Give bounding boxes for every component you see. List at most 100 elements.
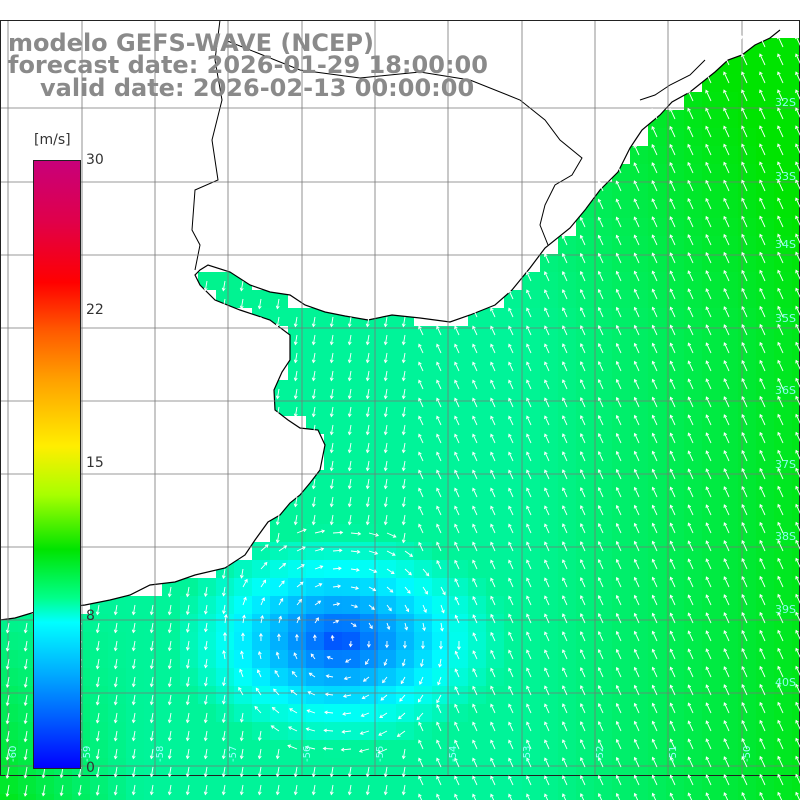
wind-arrow bbox=[777, 35, 784, 48]
wind-arrow-head bbox=[544, 451, 548, 456]
wind-arrow-head bbox=[149, 629, 154, 634]
wind-arrow bbox=[598, 379, 604, 390]
wind-cell bbox=[792, 506, 800, 524]
wind-arrow bbox=[795, 288, 800, 298]
wind-arrow bbox=[508, 398, 514, 408]
wind-arrow bbox=[314, 617, 319, 624]
wind-arrow-head bbox=[329, 521, 334, 526]
wind-arrow bbox=[616, 217, 622, 228]
wind-arrow-head bbox=[256, 669, 261, 674]
wind-arrow-head bbox=[95, 755, 100, 760]
wind-arrow bbox=[705, 486, 712, 498]
wind-arrow bbox=[652, 721, 658, 732]
wind-arrow bbox=[777, 270, 784, 282]
wind-arrow-head bbox=[777, 665, 781, 670]
wind-arrow-head bbox=[418, 415, 422, 420]
wind-arrow-head bbox=[392, 534, 397, 538]
wind-arrow bbox=[454, 380, 460, 390]
wind-arrow bbox=[350, 550, 360, 553]
wind-arrow bbox=[777, 414, 784, 426]
wind-arrow bbox=[348, 460, 352, 471]
wind-arrow bbox=[562, 667, 568, 678]
wind-arrow bbox=[670, 757, 676, 768]
wind-arrow bbox=[398, 712, 406, 720]
wind-cell bbox=[612, 794, 630, 800]
wind-arrow bbox=[670, 361, 676, 372]
wind-arrow bbox=[723, 71, 730, 84]
wind-arrow-head bbox=[544, 289, 548, 294]
wind-arrow bbox=[330, 370, 334, 381]
wind-arrow-head bbox=[777, 629, 781, 634]
wind-arrow bbox=[562, 775, 568, 786]
wind-arrow-head bbox=[203, 773, 208, 778]
wind-cell bbox=[36, 794, 54, 800]
wind-arrow-head bbox=[264, 544, 269, 548]
wind-arrow bbox=[384, 658, 388, 666]
wind-arrow-head bbox=[544, 505, 548, 510]
wind-arrow bbox=[168, 640, 172, 651]
wind-arrow-head bbox=[562, 613, 566, 618]
wind-arrow-head bbox=[597, 648, 602, 653]
wind-arrow bbox=[705, 378, 712, 390]
wind-arrow bbox=[580, 559, 586, 570]
wind-arrow-head bbox=[741, 143, 745, 148]
wind-arrow bbox=[705, 126, 712, 138]
wind-arrow bbox=[6, 640, 10, 651]
wind-arrow-head bbox=[687, 161, 691, 166]
wind-arrow bbox=[705, 432, 712, 444]
wind-arrow-head bbox=[257, 755, 262, 760]
wind-arrow-head bbox=[759, 197, 763, 202]
wind-arrow-head bbox=[597, 252, 602, 257]
wind-arrow-head bbox=[185, 665, 190, 669]
wind-arrow bbox=[598, 199, 604, 210]
wind-arrow-head bbox=[365, 377, 370, 382]
wind-arrow-head bbox=[633, 522, 638, 527]
wind-arrow bbox=[777, 396, 784, 408]
wind-arrow bbox=[508, 596, 514, 606]
wind-arrow-head bbox=[454, 757, 458, 762]
wind-arrow-head bbox=[795, 719, 799, 724]
wind-arrow-head bbox=[687, 648, 692, 653]
wind-arrow bbox=[651, 198, 658, 210]
wind-arrow bbox=[436, 452, 442, 462]
wind-arrow bbox=[652, 289, 658, 300]
wind-arrow-head bbox=[23, 720, 28, 725]
wind-arrow-head bbox=[597, 486, 602, 491]
wind-arrow-head bbox=[544, 523, 548, 528]
wind-arrow bbox=[312, 478, 316, 489]
wind-arrow bbox=[723, 234, 730, 246]
wind-arrow-head bbox=[687, 720, 692, 725]
wind-arrow-head bbox=[95, 629, 100, 634]
wind-arrow-head bbox=[705, 738, 710, 743]
wind-arrow bbox=[436, 470, 442, 480]
wind-arrow-head bbox=[454, 541, 458, 546]
wind-arrow bbox=[348, 514, 352, 525]
wind-arrow-head bbox=[260, 614, 264, 619]
wind-arrow bbox=[562, 271, 568, 282]
wind-arrow-head bbox=[759, 431, 763, 436]
wind-arrow-head bbox=[454, 721, 458, 726]
wind-arrow-head bbox=[329, 449, 334, 454]
wind-arrow bbox=[795, 450, 800, 460]
wind-arrow-head bbox=[336, 602, 341, 607]
wind-arrow bbox=[544, 343, 550, 354]
wind-arrow bbox=[472, 326, 478, 336]
wind-arrow-head bbox=[579, 469, 584, 473]
wind-arrow-head bbox=[375, 533, 380, 537]
wind-arrow-head bbox=[149, 791, 154, 796]
wind-arrow-head bbox=[705, 594, 710, 599]
wind-arrow-head bbox=[23, 665, 28, 670]
wind-cell bbox=[306, 794, 324, 800]
wind-arrow-head bbox=[597, 324, 602, 329]
wind-arrow-head bbox=[340, 747, 345, 752]
wind-arrow-head bbox=[777, 251, 781, 256]
wind-arrow-head bbox=[669, 396, 674, 401]
wind-arrow-head bbox=[544, 577, 548, 582]
wind-arrow bbox=[255, 688, 262, 696]
wind-arrow-head bbox=[597, 342, 602, 347]
wind-cell bbox=[90, 794, 108, 800]
wind-arrow-head bbox=[723, 756, 728, 760]
wind-arrow-head bbox=[615, 468, 620, 473]
wind-arrow bbox=[380, 694, 388, 701]
wind-arrow bbox=[274, 670, 280, 678]
